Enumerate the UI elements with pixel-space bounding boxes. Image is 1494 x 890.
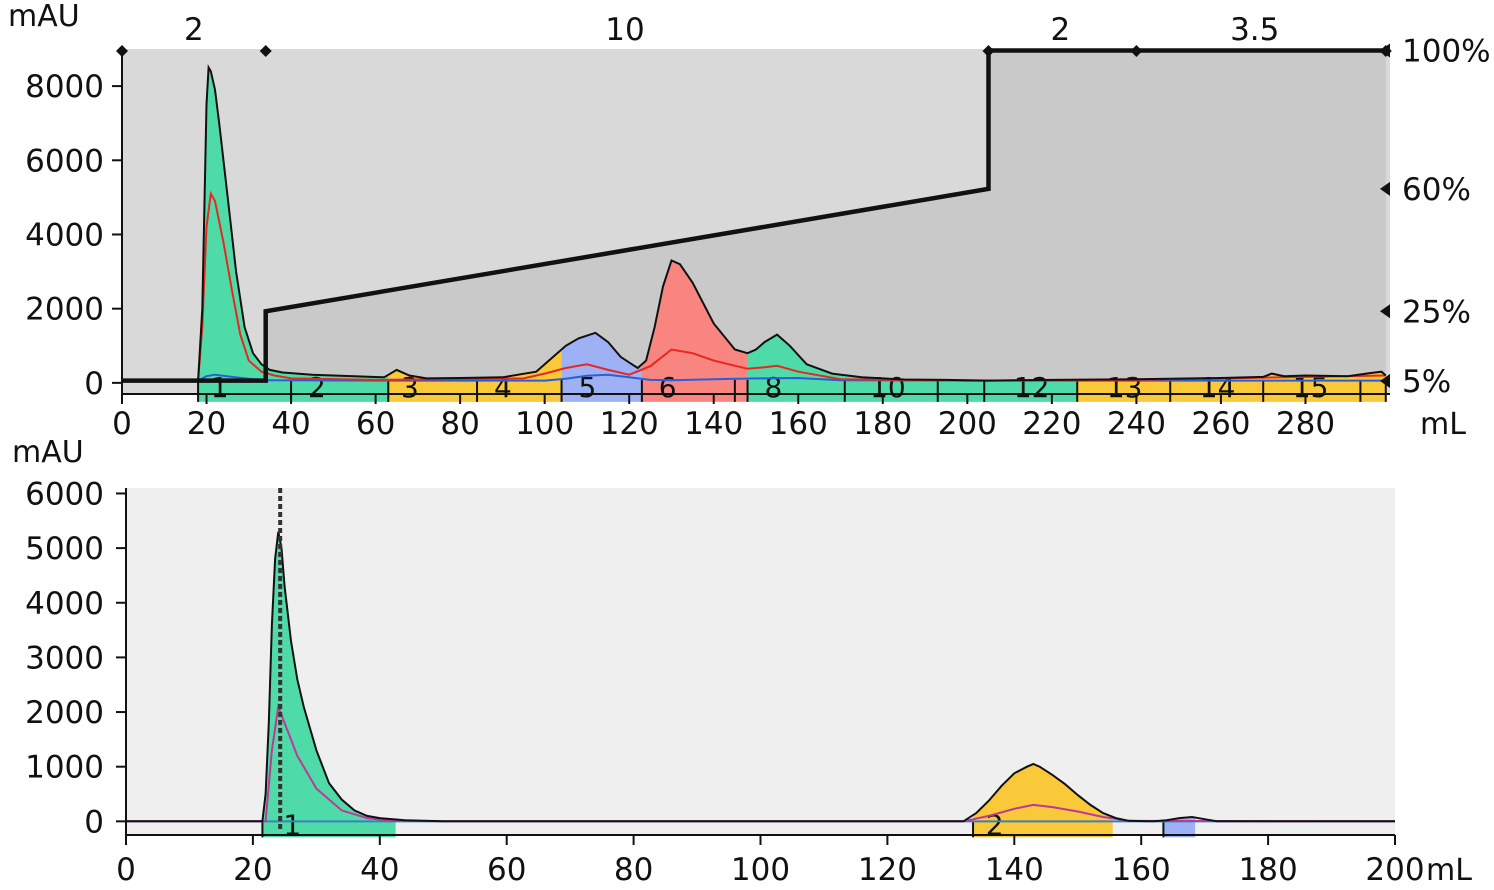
gradient-marker-25: [1380, 304, 1390, 319]
x-tick-label-220: 220: [1022, 406, 1081, 442]
x-tick-label-bottom-40: 40: [360, 852, 399, 888]
fraction-band-13: [1170, 379, 1264, 402]
fraction-band-12: [1077, 379, 1171, 402]
x-tick-label-bottom-160: 160: [1112, 852, 1171, 888]
gradient-percent-label-100: 100%: [1402, 33, 1491, 69]
x-tick-label-120: 120: [600, 406, 659, 442]
fraction-band-8: [747, 379, 845, 402]
x-tick-label-bottom-180: 180: [1239, 852, 1298, 888]
blue-trace: [122, 373, 1386, 382]
fraction-band-bottom-2: [973, 821, 1113, 838]
gradient-percent-label-25: 25%: [1402, 294, 1471, 330]
y-tick-label-bottom-6000: 6000: [25, 476, 104, 512]
segment-marker-3: [982, 45, 995, 57]
gradient-marker-5: [1380, 374, 1390, 389]
x-tick-label-180: 180: [853, 406, 912, 442]
y-tick-label-0: 0: [84, 366, 104, 402]
gradient-percent-label-60: 60%: [1402, 172, 1471, 208]
x-tick-label-bottom-140: 140: [985, 852, 1044, 888]
fraction-band-9: [844, 379, 938, 402]
fraction-label-14: 14: [1200, 371, 1236, 404]
fraction-label-8: 8: [764, 371, 782, 404]
red-trace: [122, 190, 1386, 382]
top-chromatogram-panel: 1 2 3 4 5 6 8 10 12 13 14 150 20 40 60 80 100 120 140 160 18…: [8, 0, 1491, 442]
fraction-band-7: [734, 379, 748, 402]
gradient-percent-label-5: 5%: [1402, 364, 1451, 400]
x-tick-label-280: 280: [1276, 406, 1335, 442]
fraction-band-3: [388, 379, 478, 402]
y-axis-unit-top: mAU: [8, 0, 80, 34]
segment-marker-2: [259, 45, 272, 57]
x-axis-unit-bottom: mL: [1426, 853, 1472, 888]
x-tick-label-60: 60: [356, 406, 395, 442]
fraction-band-6: [641, 379, 735, 402]
fraction-area-bottom-1: [262, 531, 396, 822]
fraction-label-bottom-2: 2: [986, 808, 1004, 841]
y-tick-label-bottom-2000: 2000: [25, 695, 104, 731]
fraction-area-8: [747, 334, 845, 383]
x-tick-label-bottom-0: 0: [116, 852, 136, 888]
fraction-label-12: 12: [1014, 371, 1050, 404]
x-tick-label-200: 200: [938, 406, 997, 442]
plot-area-background-bottom: [126, 488, 1395, 835]
x-tick-label-bottom-200: 200: [1365, 852, 1424, 888]
y-tick-label-bottom-0: 0: [84, 804, 104, 840]
x-tick-label-bottom-60: 60: [487, 852, 526, 888]
uv-trace: [122, 64, 1387, 382]
fraction-area-5: [561, 332, 642, 383]
fraction-band-10: [937, 379, 985, 402]
fraction-band-4: [477, 379, 562, 402]
x-tick-label-160: 160: [769, 406, 828, 442]
y-tick-label-2000: 2000: [25, 292, 104, 328]
fraction-label-10: 10: [870, 371, 906, 404]
bottom-chromatogram-panel: 1 20 20 40 60 80 100 120 140 160 180 200 mL010002000…: [12, 435, 1472, 888]
fraction-area-7: [734, 349, 748, 383]
fraction-label-5: 5: [578, 371, 596, 404]
fraction-band-2: [291, 379, 389, 402]
gradient-marker-60: [1380, 181, 1390, 196]
segment-marker-1: [116, 45, 128, 57]
y-tick-label-bottom-5000: 5000: [25, 531, 104, 567]
x-tick-label-260: 260: [1191, 406, 1250, 442]
fraction-band-5: [561, 379, 642, 402]
x-tick-label-20: 20: [187, 406, 226, 442]
gradient-line: [122, 48, 1386, 383]
x-tick-label-bottom-20: 20: [233, 852, 272, 888]
x-tick-label-100: 100: [515, 406, 574, 442]
x-tick-label-240: 240: [1107, 406, 1166, 442]
fraction-band-1: [198, 379, 292, 402]
x-tick-label-bottom-120: 120: [858, 852, 917, 888]
y-tick-label-8000: 8000: [25, 69, 104, 105]
x-axis-unit-top: mL: [1420, 407, 1466, 442]
segment-label-2: 2: [184, 12, 204, 48]
x-tick-label-80: 80: [440, 406, 479, 442]
y-tick-label-bottom-1000: 1000: [25, 750, 104, 786]
fraction-band-bottom-3: [1163, 821, 1196, 838]
fraction-area-bottom-2: [973, 764, 1113, 822]
segment-label-3.5: 3.5: [1230, 12, 1279, 48]
fraction-label-bottom-1: 1: [283, 808, 301, 841]
fraction-area-6: [641, 260, 735, 383]
fraction-label-6: 6: [659, 371, 677, 404]
x-tick-label-0: 0: [112, 406, 132, 442]
gradient-marker-100: [1380, 43, 1390, 58]
x-tick-label-40: 40: [271, 406, 310, 442]
y-tick-label-4000: 4000: [25, 217, 104, 253]
y-tick-label-bottom-4000: 4000: [25, 586, 104, 622]
fraction-band-11: [984, 379, 1078, 402]
fraction-band-bottom-1: [262, 821, 396, 838]
segment-marker-4: [1130, 45, 1143, 57]
segment-label-2: 2: [1050, 12, 1070, 48]
x-tick-label-bottom-100: 100: [731, 852, 790, 888]
y-tick-label-6000: 6000: [25, 143, 104, 179]
x-tick-label-bottom-80: 80: [614, 852, 653, 888]
y-axis-unit-bottom: mAU: [12, 435, 84, 470]
y-tick-label-bottom-3000: 3000: [25, 640, 104, 676]
gradient-area: [122, 50, 1386, 383]
x-tick-label-140: 140: [684, 406, 743, 442]
segment-label-10: 10: [605, 12, 644, 48]
fraction-band-14: [1263, 379, 1361, 402]
fraction-band-15: [1360, 379, 1386, 402]
